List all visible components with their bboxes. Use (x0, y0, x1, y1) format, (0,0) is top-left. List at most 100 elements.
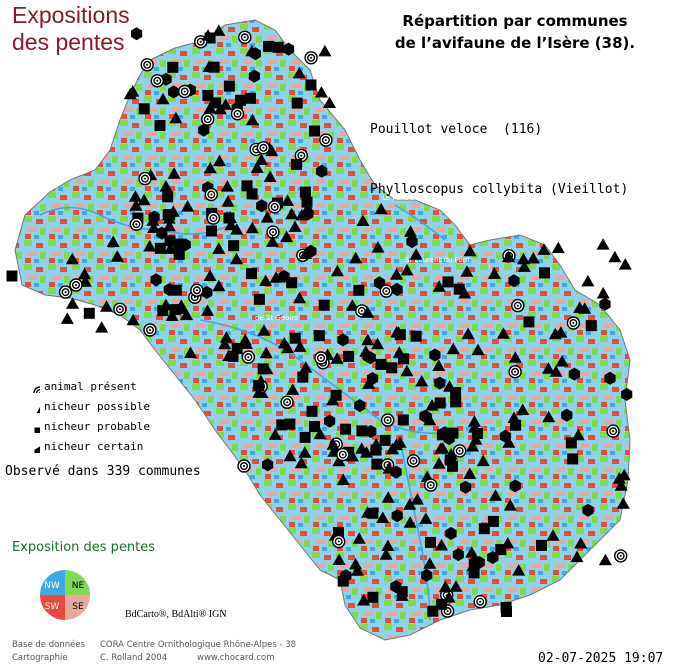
print-datetime: 02-07-2025 19:07 (538, 651, 664, 666)
square-marker (202, 89, 214, 101)
circle-marker (268, 200, 282, 214)
legend-item-animal-present: animal présent (22, 376, 150, 396)
hexagon-icon (22, 438, 44, 454)
square-marker (231, 342, 243, 354)
circle-marker (200, 112, 215, 126)
legend-label: animal présent (44, 379, 137, 393)
triangle-marker (596, 287, 610, 299)
square-marker (299, 431, 311, 443)
square-marker (246, 268, 257, 280)
circle-marker (138, 171, 152, 186)
square-marker (410, 330, 422, 342)
website-link[interactable]: www.chocard.com (197, 653, 275, 663)
circle-marker (69, 278, 83, 292)
square-marker (500, 601, 512, 613)
square-marker (567, 453, 579, 465)
square-marker (510, 419, 522, 431)
circle-marker (566, 316, 581, 330)
river-drac (399, 439, 431, 621)
square-icon (22, 418, 44, 434)
cartography-label: Cartographie (12, 653, 68, 663)
triangle-marker (598, 553, 612, 566)
legend-item-possible: nicheur possible (22, 396, 150, 416)
river-rhone (39, 206, 231, 235)
square-marker (425, 536, 436, 548)
square-marker (170, 284, 182, 296)
square-marker (343, 350, 355, 362)
square-marker (289, 332, 301, 344)
place-labels: VIENNE Le Pont de Beauvoisin de St Geoirs S… (32, 182, 470, 322)
legend-label: nicheur probable (44, 419, 150, 433)
circle-marker (150, 74, 165, 88)
circle-marker (256, 141, 271, 155)
circle-marker (511, 298, 525, 313)
place-label: St Laurent du Pont (405, 256, 470, 264)
circle-marker (473, 595, 487, 609)
distribution-title-line1: Répartition par communes (402, 12, 628, 30)
map-title: Expositions des pentes (12, 2, 130, 56)
square-marker (299, 186, 311, 198)
compass-nw-label: NW (44, 581, 60, 591)
circle-marker (381, 413, 395, 427)
circle-marker (332, 534, 346, 549)
circle-marker (230, 107, 245, 121)
hexagon-marker (131, 27, 143, 41)
square-marker (154, 242, 166, 254)
triangle-marker (60, 312, 74, 324)
compass-se-quadrant (65, 595, 90, 620)
circle-marker (379, 284, 393, 298)
slope-compass-rose: NW NE SW SE (40, 570, 90, 620)
compass-se-label: SE (72, 602, 84, 612)
square-marker (154, 120, 166, 131)
square-marker (585, 320, 597, 332)
square-marker (450, 396, 462, 408)
slope-legend-title: Exposition des pentes (12, 540, 156, 555)
square-marker (375, 358, 387, 370)
circle-marker (58, 285, 73, 299)
square-marker (208, 61, 220, 73)
square-marker (565, 437, 577, 449)
circle-marker (336, 447, 350, 462)
square-marker (313, 330, 325, 342)
square-marker (309, 125, 320, 137)
cartography-value: C. Rolland 2004 (100, 653, 168, 663)
triangle-marker (551, 241, 565, 254)
square-marker (228, 240, 240, 252)
square-marker (245, 92, 256, 104)
square-marker (340, 423, 352, 435)
square-marker (284, 418, 296, 430)
triangle-marker (581, 274, 595, 287)
species-latin-name: Phylloscopus collybita (Vieillot) (370, 182, 629, 197)
legend-label: nicheur certain (44, 439, 144, 453)
circle-marker (129, 217, 144, 231)
rivers (39, 204, 461, 621)
square-marker (523, 316, 535, 328)
square-marker (167, 61, 179, 73)
distribution-title: Répartition par communes de l’avifaune d… (380, 10, 650, 54)
circle-marker (453, 444, 467, 458)
map-title-line2: des pentes (12, 29, 125, 55)
square-marker (138, 103, 150, 115)
circle-marker (238, 30, 252, 44)
legend-label: nicheur possible (44, 399, 150, 413)
square-marker (83, 307, 95, 319)
circle-marker (614, 549, 628, 563)
square-marker (263, 40, 275, 52)
square-marker (453, 283, 465, 295)
river-isere (199, 319, 461, 435)
symbol-legend: animal présent nicheur possible nicheur … (22, 376, 150, 456)
triangle-marker (323, 96, 336, 108)
square-marker (162, 209, 174, 221)
triangle-marker (618, 258, 632, 270)
circle-marker (190, 283, 204, 297)
place-label: VIENNE (32, 182, 58, 190)
square-marker (447, 460, 458, 472)
square-marker (291, 158, 302, 170)
compass-ne-quadrant (65, 570, 90, 595)
square-marker (434, 397, 446, 409)
circle-marker (177, 84, 192, 99)
square-marker (536, 539, 547, 551)
square-marker (173, 248, 185, 260)
circle-marker (424, 478, 438, 492)
